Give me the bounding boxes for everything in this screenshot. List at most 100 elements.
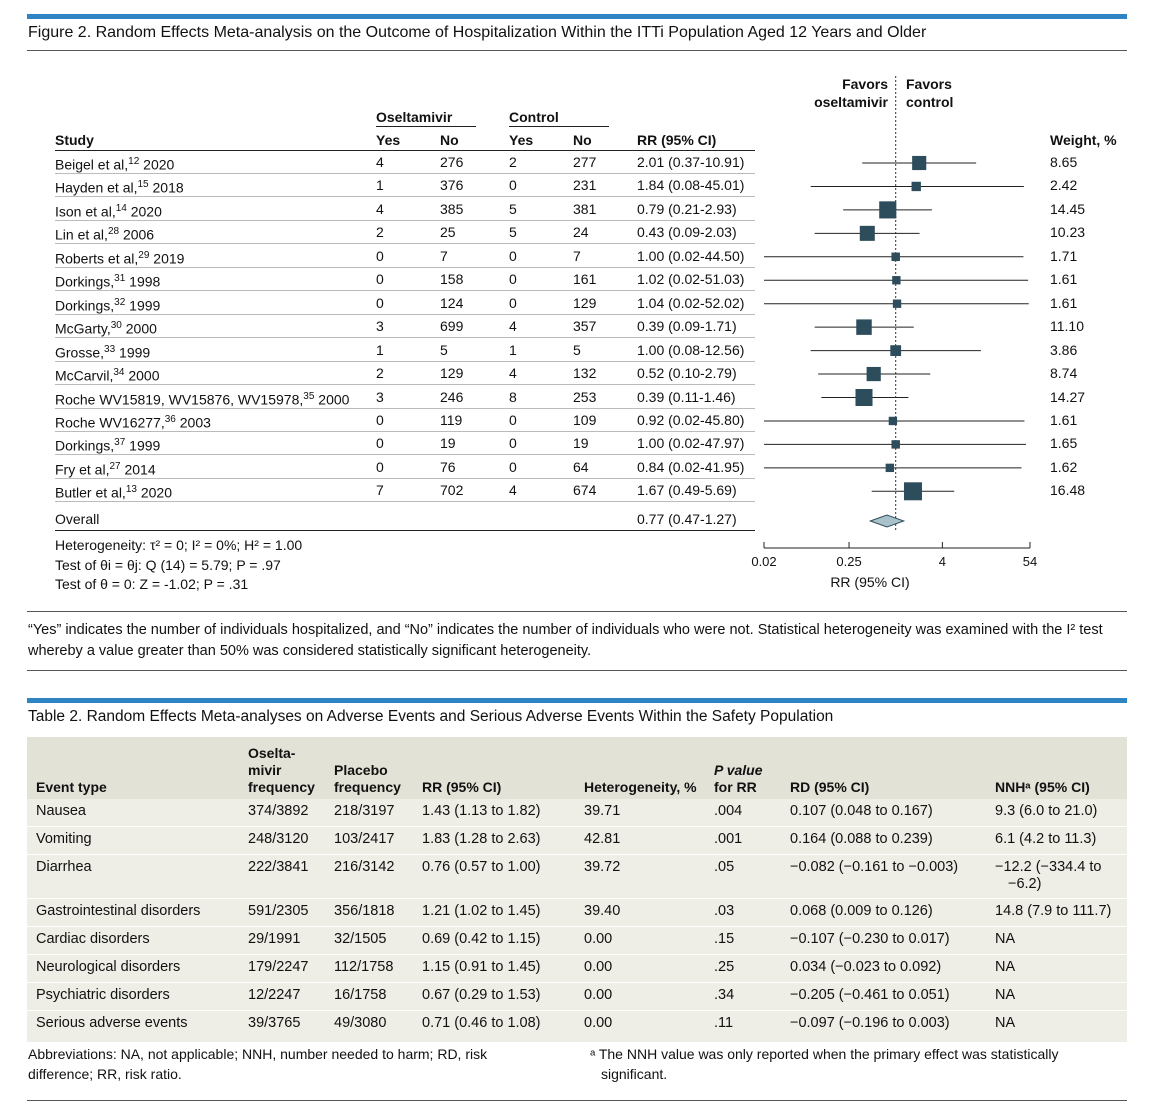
study-author: Fry et al, <box>55 461 110 478</box>
cell-rr: 0.69 (0.42 to 1.15) <box>422 931 541 947</box>
study-rr: 1.00 (0.02-47.97) <box>637 435 745 452</box>
study-osel-no: 7 <box>440 247 448 264</box>
point-marker <box>903 482 922 501</box>
point-marker <box>879 201 897 219</box>
study-author: Lin et al, <box>55 227 108 243</box>
study-ctrl-yes: 4 <box>509 318 517 335</box>
study-osel-no: 276 <box>440 154 464 170</box>
cell-het: 42.81 <box>584 831 621 847</box>
study-year: 2014 <box>120 461 156 478</box>
study-author: McCarvil, <box>55 367 114 384</box>
caption-bottom-rule <box>27 670 1127 671</box>
study-name: Lin et al,28 2006 <box>55 224 154 243</box>
study-row-rule <box>55 219 755 221</box>
forest-header-rule <box>55 150 755 151</box>
cell-nnh: 9.3 (6.0 to 21.0) <box>995 803 1098 819</box>
cell-plac: 218/3197 <box>334 803 395 819</box>
cell-p: .004 <box>714 803 743 819</box>
figure-top-rule <box>27 14 1127 19</box>
study-osel-yes: 0 <box>376 271 384 288</box>
study-author: Hayden et al, <box>55 180 138 197</box>
group-control-rule <box>509 126 609 127</box>
study-year: 2003 <box>175 414 211 431</box>
study-ctrl-yes: 0 <box>509 435 517 452</box>
cell-rr: 0.71 (0.46 to 1.08) <box>422 1015 541 1031</box>
study-osel-yes: 0 <box>376 411 384 428</box>
study-row-rule <box>55 243 755 245</box>
favors-right-line2: control <box>906 94 954 110</box>
col-ctrl-yes: Yes <box>509 132 534 148</box>
forest-plot: 0.02 0.25 4 54 <box>751 76 1037 569</box>
cell-plac: 103/2417 <box>334 831 395 847</box>
study-row-rule <box>55 266 755 268</box>
table-bottom-rule <box>27 1100 1127 1101</box>
study-author: Ison et al, <box>55 203 116 220</box>
study-rr: 0.79 (0.21-2.93) <box>637 200 737 217</box>
favors-left-line1: Favors <box>842 76 888 92</box>
study-osel-no: 5 <box>440 341 448 358</box>
cell-het: 0.00 <box>584 959 613 975</box>
study-weight: 11.10 <box>1050 318 1084 335</box>
study-name: Roche WV16277,36 2003 <box>55 412 211 431</box>
x-tick-label: 0.02 <box>751 554 776 569</box>
study-row-rule <box>55 360 755 362</box>
cell-event: Serious adverse events <box>36 1015 188 1031</box>
cell-rd: −0.097 (−0.196 to 0.003) <box>790 1015 950 1031</box>
cell-rr: 0.67 (0.29 to 1.53) <box>422 987 541 1003</box>
study-osel-no: 246 <box>440 388 464 405</box>
cell-osel: 591/2305 <box>248 903 309 919</box>
study-year: 1999 <box>125 438 161 455</box>
cell-event: Vomiting <box>36 831 92 847</box>
point-marker <box>885 463 895 473</box>
study-ref: 13 <box>125 484 137 496</box>
study-year: 1998 <box>125 273 161 290</box>
table-row-divider <box>27 926 1127 927</box>
study-ctrl-no: 7 <box>573 247 581 264</box>
study-ref: 28 <box>107 226 120 238</box>
study-weight: 1.65 <box>1050 435 1078 452</box>
cell-plac: 49/3080 <box>334 1015 387 1031</box>
study-rr: 0.43 (0.09-2.03) <box>637 224 737 241</box>
cell-rr: 0.76 (0.57 to 1.00) <box>422 859 541 875</box>
table-row-divider <box>27 1010 1127 1011</box>
favors-left-line2: oseltamivir <box>814 94 888 110</box>
point-marker <box>891 252 900 262</box>
cell-plac: 32/1505 <box>334 931 387 947</box>
cell-rr: 1.83 (1.28 to 2.63) <box>422 831 541 847</box>
th-plac-2: frequency <box>334 779 401 795</box>
study-ctrl-no: 674 <box>573 482 597 499</box>
study-osel-no: 385 <box>440 200 464 217</box>
cell-rr: 1.43 (1.13 to 1.82) <box>422 803 541 819</box>
study-ref: 35 <box>303 390 315 402</box>
th-plac-1: Placebo <box>334 762 388 778</box>
study-osel-yes: 7 <box>376 482 384 499</box>
study-ctrl-yes: 0 <box>509 458 517 475</box>
study-osel-no: 699 <box>440 318 464 335</box>
th-nnh: NNHᵃ (95% CI) <box>995 779 1090 795</box>
point-marker <box>891 440 900 449</box>
study-ref: 27 <box>109 460 121 472</box>
x-tick-label: 54 <box>1023 554 1037 569</box>
study-osel-no: 119 <box>440 411 463 428</box>
study-author: Grosse, <box>55 344 105 361</box>
study-ref: 37 <box>114 437 126 449</box>
study-ctrl-yes: 4 <box>509 482 517 499</box>
cell-rd: −0.205 (−0.461 to 0.051) <box>790 987 950 1003</box>
col-osel-no: No <box>440 132 459 148</box>
cell-nnh: NA <box>995 987 1016 1003</box>
study-ref: 32 <box>114 296 126 308</box>
table-row-divider <box>27 898 1127 899</box>
cell-event: Neurological disorders <box>36 959 181 975</box>
point-marker <box>859 225 875 241</box>
cell-nnh: NA <box>995 959 1016 975</box>
study-weight: 16.48 <box>1050 482 1086 499</box>
cell-osel: 222/3841 <box>248 859 309 875</box>
col-study: Study <box>55 132 94 148</box>
cell-rd: 0.107 (0.048 to 0.167) <box>790 803 933 819</box>
footnote-abbreviations: Abbreviations: NA, not applicable; NNH, … <box>28 1046 488 1082</box>
study-author: Roche WV16277, <box>55 414 165 431</box>
cell-rd: −0.082 (−0.161 to −0.003) <box>790 859 959 875</box>
x-tick-label: 0.25 <box>836 554 861 569</box>
study-weight: 8.74 <box>1050 365 1078 382</box>
study-year: 2006 <box>119 227 155 243</box>
